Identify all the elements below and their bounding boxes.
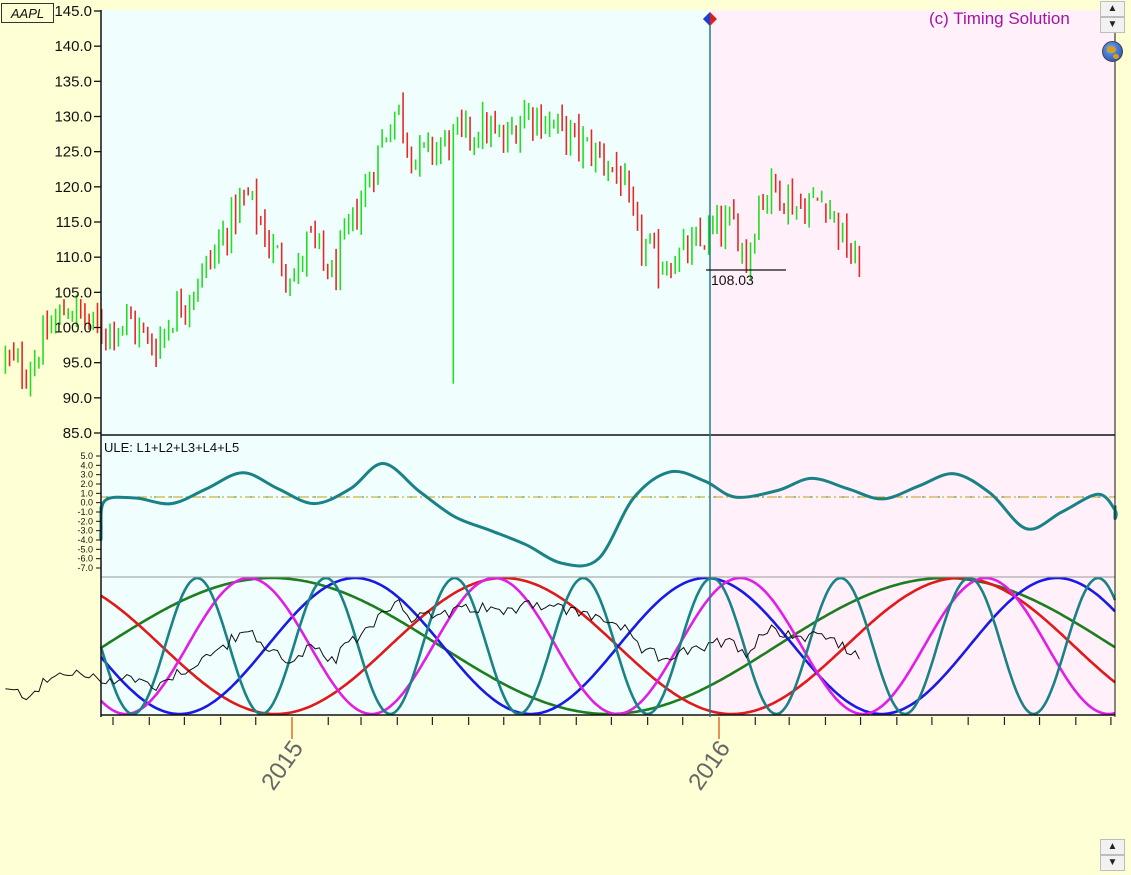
price-tick-label: 85.0 [63, 425, 92, 442]
price-tick-label: 130.0 [54, 109, 92, 126]
price-tick-label: 135.0 [54, 73, 92, 90]
triangle-up-icon: ▲ [1107, 841, 1118, 852]
bottom-scroll-up-button[interactable]: ▲ [1100, 839, 1125, 855]
projection-region [710, 10, 1115, 715]
osc-tick-label: -4.0 [77, 535, 93, 545]
cycle-line [100, 576, 1116, 716]
osc-tick-label: -3.0 [77, 526, 93, 536]
osc-tick-label: 1.0 [80, 488, 93, 498]
triangle-up-icon: ▲ [1107, 3, 1118, 14]
year-label: 2016 [683, 736, 736, 795]
cycle-line [100, 576, 1116, 716]
history-region [101, 10, 710, 715]
year-label: 2015 [256, 736, 309, 795]
osc-tick-label: 4.0 [80, 460, 93, 470]
osc-tick-label: -6.0 [77, 554, 93, 564]
osc-tick-label: -2.0 [77, 516, 93, 526]
copyright-text: (c) Timing Solution [929, 9, 1070, 28]
globe-icon[interactable] [1102, 41, 1123, 62]
price-candles [4, 92, 861, 397]
price-tick-label: 120.0 [54, 179, 92, 196]
price-tick-label: 90.0 [63, 390, 92, 407]
cycle-lines [99, 576, 1117, 716]
triangle-down-icon: ▼ [1107, 857, 1118, 868]
osc-tick-label: 5.0 [80, 451, 93, 461]
price-tick-label: 100.0 [54, 320, 92, 337]
osc-tick-label: 3.0 [80, 470, 93, 480]
oscillator-line [99, 461, 1118, 568]
osc-tick-label: -1.0 [77, 507, 93, 517]
ticker-badge[interactable]: AAPL [1, 3, 54, 23]
time-axis: 2015 2016 [112, 717, 1112, 795]
price-tick-label: 125.0 [54, 144, 92, 161]
price-overlay-line [5, 598, 860, 701]
oscillator-label: ULE: L1+L2+L3+L4+L5 [104, 440, 239, 455]
scroll-up-button[interactable]: ▲ [1100, 1, 1125, 17]
price-tick-label: 95.0 [63, 355, 92, 372]
bottom-scroll-down-button[interactable]: ▼ [1100, 855, 1125, 871]
osc-tick-label: -7.0 [77, 563, 93, 573]
oscillator-axis: 5.04.03.02.01.00.0-1.0-2.0-3.0-4.0-5.0-6… [77, 451, 101, 573]
price-axis: 145.0 140.0 135.0 130.0 125.0 120.0 115.0 110.0… [54, 3, 101, 442]
price-tick-label: 140.0 [54, 38, 92, 55]
price-tick-label: 115.0 [56, 214, 92, 231]
osc-tick-label: 2.0 [80, 479, 93, 489]
price-tick-label: 110.0 [56, 249, 92, 266]
price-tick-label: 145.0 [54, 3, 92, 20]
scroll-down-button[interactable]: ▼ [1100, 17, 1125, 33]
diamond-marker-icon[interactable] [703, 12, 717, 26]
osc-tick-label: 0.0 [80, 498, 93, 508]
price-tick-label: 105.0 [54, 284, 92, 301]
cycle-line [99, 576, 1117, 716]
osc-tick-label: -5.0 [77, 544, 93, 554]
last-price-label: 108.03 [711, 272, 754, 288]
cycle-line [100, 576, 1116, 716]
triangle-down-icon: ▼ [1107, 19, 1118, 30]
